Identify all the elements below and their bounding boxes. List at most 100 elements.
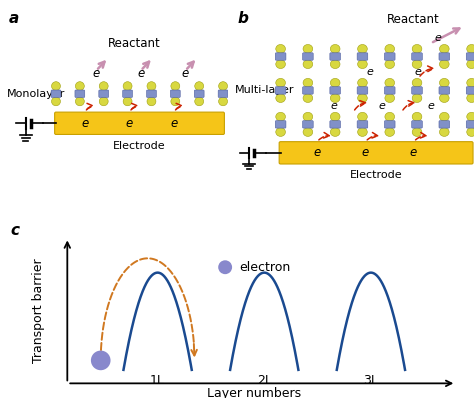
Circle shape xyxy=(357,128,367,137)
Circle shape xyxy=(385,45,394,53)
Circle shape xyxy=(385,94,394,102)
FancyBboxPatch shape xyxy=(275,53,286,60)
FancyBboxPatch shape xyxy=(123,90,133,98)
Text: e: e xyxy=(427,101,434,111)
Text: e: e xyxy=(126,117,133,130)
Circle shape xyxy=(357,78,367,87)
Circle shape xyxy=(147,82,156,90)
FancyBboxPatch shape xyxy=(275,87,286,94)
FancyBboxPatch shape xyxy=(75,90,85,98)
Circle shape xyxy=(52,97,60,106)
Point xyxy=(97,357,104,364)
Text: Multi-layer: Multi-layer xyxy=(235,86,294,96)
Y-axis label: Transport barrier: Transport barrier xyxy=(32,258,45,363)
Circle shape xyxy=(219,82,228,90)
Circle shape xyxy=(439,60,449,68)
Circle shape xyxy=(171,82,180,90)
Circle shape xyxy=(195,82,204,90)
Circle shape xyxy=(195,97,204,106)
Circle shape xyxy=(412,94,422,102)
FancyBboxPatch shape xyxy=(330,121,340,128)
Circle shape xyxy=(357,60,367,68)
Circle shape xyxy=(357,45,367,53)
FancyBboxPatch shape xyxy=(302,53,313,60)
Text: Electrode: Electrode xyxy=(350,170,402,180)
FancyBboxPatch shape xyxy=(412,87,422,94)
Text: 1L: 1L xyxy=(150,374,165,387)
Circle shape xyxy=(385,112,394,121)
Circle shape xyxy=(439,94,449,102)
FancyBboxPatch shape xyxy=(55,112,224,135)
Text: b: b xyxy=(237,11,248,25)
Circle shape xyxy=(467,78,474,87)
FancyBboxPatch shape xyxy=(412,121,422,128)
Circle shape xyxy=(412,128,422,137)
Circle shape xyxy=(99,97,108,106)
FancyBboxPatch shape xyxy=(412,53,422,60)
FancyBboxPatch shape xyxy=(439,87,450,94)
Circle shape xyxy=(467,45,474,53)
Circle shape xyxy=(276,45,285,53)
FancyBboxPatch shape xyxy=(302,121,313,128)
Text: e: e xyxy=(82,117,89,130)
FancyBboxPatch shape xyxy=(466,53,474,60)
FancyBboxPatch shape xyxy=(330,53,340,60)
Circle shape xyxy=(276,112,285,121)
Circle shape xyxy=(303,94,313,102)
Text: a: a xyxy=(9,11,19,25)
Circle shape xyxy=(467,128,474,137)
Circle shape xyxy=(171,97,180,106)
Circle shape xyxy=(99,82,108,90)
FancyBboxPatch shape xyxy=(439,121,450,128)
Text: e: e xyxy=(137,67,144,80)
FancyBboxPatch shape xyxy=(99,90,109,98)
FancyBboxPatch shape xyxy=(302,87,313,94)
FancyBboxPatch shape xyxy=(279,142,473,164)
Circle shape xyxy=(357,94,367,102)
Circle shape xyxy=(276,60,285,68)
FancyBboxPatch shape xyxy=(384,121,395,128)
Circle shape xyxy=(439,78,449,87)
Circle shape xyxy=(467,60,474,68)
Circle shape xyxy=(467,112,474,121)
Text: e: e xyxy=(362,146,369,159)
Circle shape xyxy=(330,128,340,137)
Circle shape xyxy=(123,82,132,90)
Circle shape xyxy=(303,60,313,68)
Text: Reactant: Reactant xyxy=(387,13,440,26)
FancyBboxPatch shape xyxy=(218,90,228,98)
Circle shape xyxy=(303,112,313,121)
Circle shape xyxy=(385,78,394,87)
FancyBboxPatch shape xyxy=(357,87,368,94)
Text: e: e xyxy=(434,33,441,43)
Text: 2L: 2L xyxy=(257,374,272,387)
Text: 3L: 3L xyxy=(364,374,378,387)
FancyBboxPatch shape xyxy=(466,87,474,94)
Circle shape xyxy=(276,128,285,137)
Circle shape xyxy=(147,97,156,106)
Text: e: e xyxy=(330,101,337,111)
FancyBboxPatch shape xyxy=(466,121,474,128)
Circle shape xyxy=(412,112,422,121)
Text: e: e xyxy=(415,67,422,77)
Text: Monolayer: Monolayer xyxy=(7,89,65,99)
Circle shape xyxy=(123,97,132,106)
Circle shape xyxy=(276,78,285,87)
FancyBboxPatch shape xyxy=(194,90,204,98)
Circle shape xyxy=(330,94,340,102)
Circle shape xyxy=(439,128,449,137)
Circle shape xyxy=(385,128,394,137)
Text: Reactant: Reactant xyxy=(108,37,160,50)
FancyBboxPatch shape xyxy=(146,90,156,98)
FancyBboxPatch shape xyxy=(275,121,286,128)
Text: e: e xyxy=(313,146,320,159)
Circle shape xyxy=(357,112,367,121)
FancyBboxPatch shape xyxy=(51,90,61,98)
Point xyxy=(221,264,229,270)
Circle shape xyxy=(385,60,394,68)
Circle shape xyxy=(467,94,474,102)
Circle shape xyxy=(75,97,84,106)
Circle shape xyxy=(412,78,422,87)
Circle shape xyxy=(439,45,449,53)
FancyBboxPatch shape xyxy=(439,53,450,60)
